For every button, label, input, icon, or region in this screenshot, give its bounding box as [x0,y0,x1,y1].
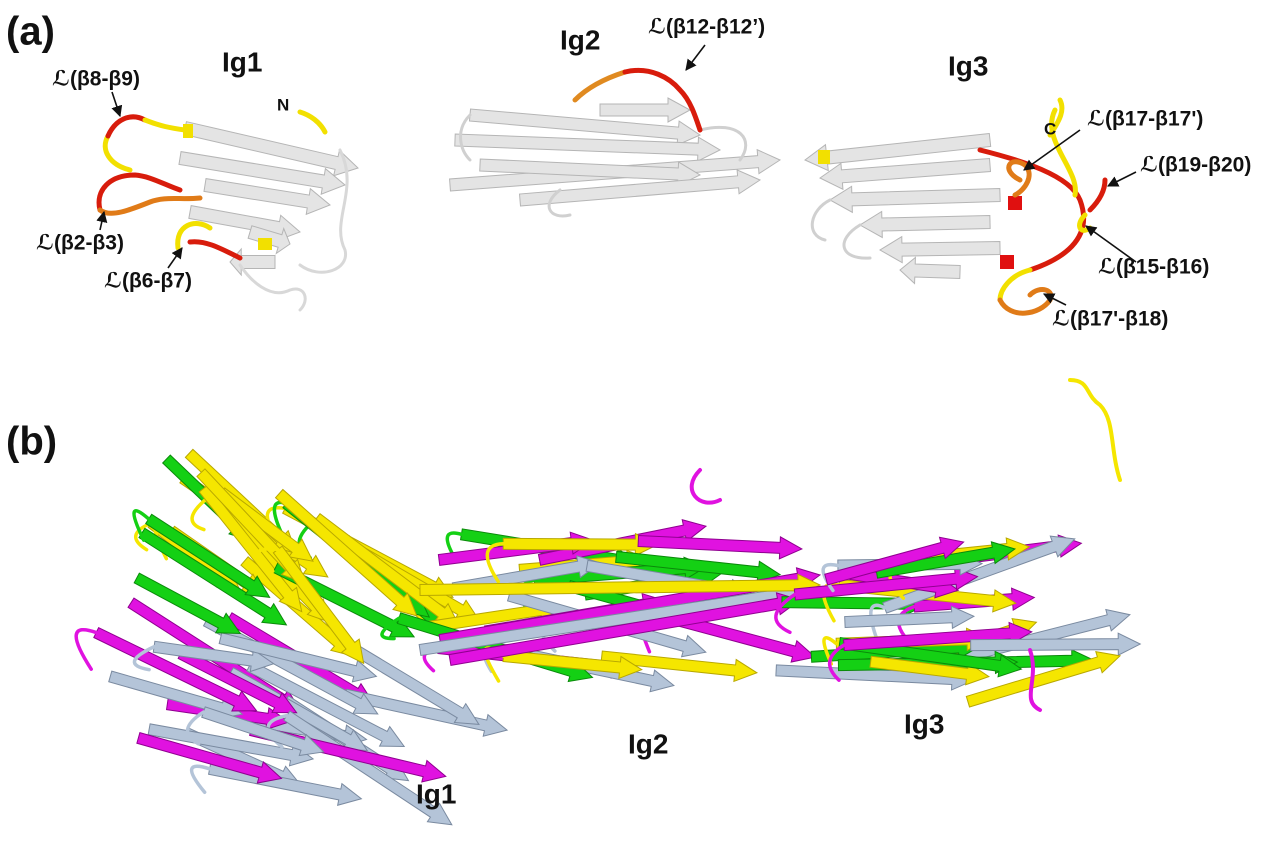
ribbon [812,200,870,258]
domain-label: Ig1 [222,46,262,77]
loop [108,117,145,136]
loop [1000,270,1030,300]
pointer [1108,172,1136,186]
loop [1000,290,1051,314]
domain-label: Ig1 [416,778,456,809]
ribbon [230,249,275,275]
panel-label: (a) [6,10,55,54]
ribbon [860,211,990,237]
panel-label: (b) [6,420,57,464]
loop-label: ℒ(β2-β3) [36,232,124,255]
loop [105,136,130,170]
loop [190,242,240,258]
domain-label: Ig2 [628,728,668,759]
ribbon [76,630,96,669]
ribbon [830,186,1000,212]
loop [1009,162,1029,195]
ribbon [820,159,990,190]
domain-label: Ig3 [948,50,988,81]
ribbon [900,258,960,284]
terminus-label: N [277,95,289,114]
loop-label: ℒ(β8-β9) [52,68,140,91]
loop [1090,180,1105,210]
loop [575,72,625,100]
ribbon [1070,380,1120,480]
ribbon [880,237,1000,263]
loop-label: ℒ(β15-β16) [1098,256,1209,279]
loop [300,112,325,132]
loop [100,198,200,213]
ribbon [600,98,690,122]
loop-label: ℒ(β12-β12’) [648,16,765,39]
figure: (a) Ig1 Ig2 Ig3 N C ℒ(β8-β9) ℒ(β2-β3) ℒ(… [0,0,1262,842]
pointer [686,45,705,70]
page: {"panel_a": {"label": "(a)", "domains": … [0,0,1262,842]
loop-label: ℒ(β17-β17') [1087,108,1203,131]
loop-label: ℒ(β19-β20) [1140,154,1251,177]
ribbon [313,514,459,626]
ribbon [638,536,802,559]
pointer [168,248,182,268]
domain-label: Ig2 [560,24,600,55]
terminus-label: C [1044,119,1056,138]
ribbon [818,150,830,164]
ribbon [1000,255,1014,269]
loop-label: ℒ(β6-β7) [104,270,192,293]
loop-label: ℒ(β17'-β18) [1052,308,1168,331]
ribbon [240,265,305,310]
domain-label: Ig3 [904,708,944,739]
loop [145,120,185,130]
pointer [100,212,104,230]
ribbon [258,238,272,250]
loop [625,70,700,130]
structures [76,98,1140,825]
ribbon [192,766,210,792]
ribbon [1008,196,1022,210]
pointer [112,92,120,116]
